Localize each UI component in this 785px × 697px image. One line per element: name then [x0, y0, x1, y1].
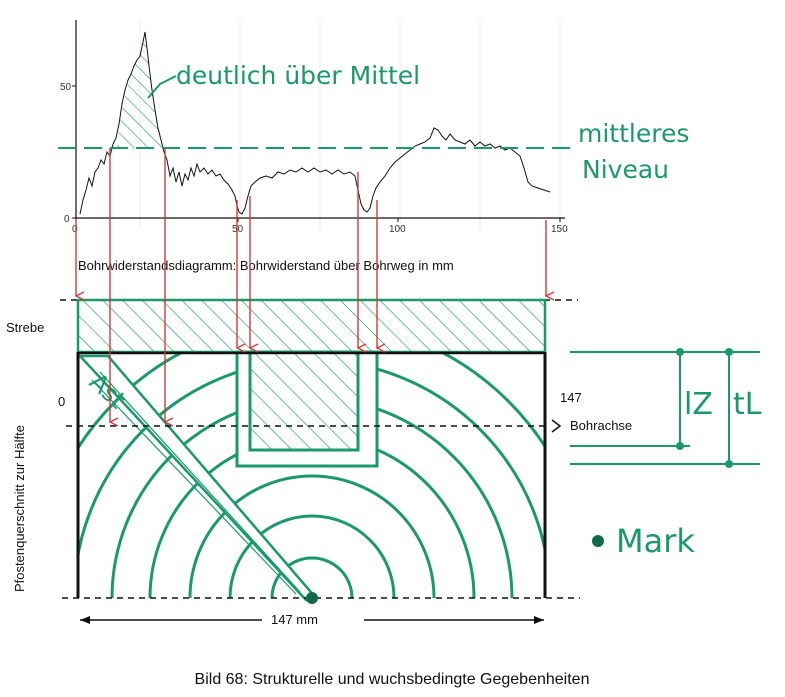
tl-label: tL	[733, 387, 762, 422]
paper-grid	[139, 20, 561, 230]
x-tick-100: 100	[389, 224, 406, 235]
pith-dot	[306, 592, 318, 604]
strut-label: Strebe	[6, 320, 44, 335]
lz-label: lZ	[684, 387, 713, 422]
resistance-diagram: 50 0 0 50 100 150 deutlich über Mittel m…	[58, 20, 689, 273]
note-level-line1: mittleres	[578, 119, 689, 148]
pith-legend-dot	[592, 535, 604, 547]
post-cross-section: Ast Bohrachse 0 147 Pfostenquerschnitt z…	[12, 350, 632, 604]
dimension-markers: lZ tL	[570, 348, 762, 468]
x-tick-50: 50	[232, 224, 244, 235]
projection-lines	[76, 148, 546, 422]
right-position-number: 147	[560, 390, 582, 405]
figure-caption: Bild 68: Strukturelle und wuchsbedingte …	[195, 671, 590, 688]
knot-texture	[91, 371, 301, 595]
pith-legend-label: Mark	[616, 522, 695, 560]
resistance-curve	[79, 31, 551, 215]
pith-legend: Mark	[592, 522, 695, 560]
width-dimension-label: 147 mm	[271, 612, 318, 627]
y-tick-50: 50	[60, 82, 72, 93]
strut-hatched-body	[76, 298, 547, 354]
strut: Strebe	[6, 298, 578, 354]
side-label: Pfostenquerschnitt zur Hälfte	[12, 425, 27, 592]
x-tick-150: 150	[551, 224, 568, 235]
note-level-line2: Niveau	[582, 155, 669, 184]
width-dimension: 147 mm	[80, 612, 544, 627]
left-position-number: 0	[58, 394, 65, 409]
drill-axis-arrow	[551, 419, 562, 433]
note-above-average: deutlich über Mittel	[176, 61, 420, 90]
y-tick-0: 0	[64, 214, 70, 225]
note-pointer-line	[147, 75, 177, 99]
notch-hatched-block	[248, 350, 360, 452]
drill-axis-label: Bohrachse	[570, 418, 632, 433]
x-tick-0: 0	[72, 224, 78, 235]
peak-hatch-area	[117, 32, 162, 148]
diagram-title: Bohrwiderstandsdiagramm: Bohrwiderstand …	[78, 258, 454, 273]
